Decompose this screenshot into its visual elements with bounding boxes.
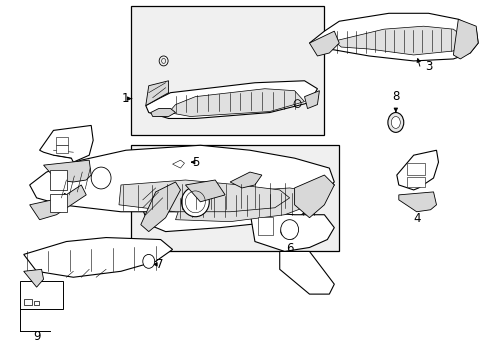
Polygon shape	[309, 13, 477, 61]
Polygon shape	[24, 269, 43, 287]
Bar	[131, 145, 339, 251]
Text: 3: 3	[424, 60, 431, 73]
Ellipse shape	[387, 113, 403, 132]
Bar	[131, 6, 324, 135]
Polygon shape	[168, 89, 304, 117]
Polygon shape	[396, 150, 438, 190]
Text: 4: 4	[412, 212, 420, 225]
Bar	[34, 301, 39, 305]
Polygon shape	[175, 188, 319, 222]
Polygon shape	[309, 31, 339, 56]
Bar	[20, 281, 63, 309]
Polygon shape	[168, 155, 190, 172]
Polygon shape	[30, 145, 334, 212]
Bar	[56, 137, 68, 145]
Polygon shape	[145, 81, 168, 105]
Polygon shape	[30, 185, 86, 220]
Text: 9: 9	[33, 330, 41, 343]
Text: 5: 5	[192, 156, 200, 168]
Ellipse shape	[280, 220, 298, 239]
Bar	[49, 194, 67, 212]
Polygon shape	[141, 182, 180, 231]
Polygon shape	[334, 26, 466, 55]
Ellipse shape	[181, 187, 209, 217]
Bar	[24, 299, 32, 305]
Polygon shape	[398, 192, 436, 212]
Polygon shape	[279, 251, 334, 294]
Polygon shape	[230, 172, 262, 188]
Text: 8: 8	[391, 90, 399, 103]
Polygon shape	[249, 212, 334, 251]
Polygon shape	[24, 238, 172, 277]
Text: 7: 7	[155, 258, 163, 271]
Ellipse shape	[142, 255, 154, 268]
Polygon shape	[294, 175, 334, 218]
Ellipse shape	[390, 117, 400, 129]
Polygon shape	[119, 180, 289, 212]
Text: 1: 1	[121, 92, 129, 105]
Polygon shape	[304, 91, 319, 109]
Bar	[406, 177, 424, 187]
Polygon shape	[172, 160, 184, 168]
Bar	[257, 217, 272, 235]
Polygon shape	[43, 160, 91, 182]
Text: 2: 2	[121, 195, 129, 208]
Bar	[56, 145, 68, 153]
Bar	[49, 170, 67, 190]
Polygon shape	[150, 109, 175, 117]
Text: 6: 6	[285, 242, 293, 255]
Polygon shape	[145, 81, 317, 118]
Polygon shape	[40, 125, 93, 162]
Text: 4: 4	[60, 192, 67, 205]
Polygon shape	[452, 19, 477, 59]
Bar	[406, 163, 424, 175]
Polygon shape	[141, 172, 334, 231]
Ellipse shape	[91, 167, 111, 189]
Polygon shape	[185, 180, 224, 202]
